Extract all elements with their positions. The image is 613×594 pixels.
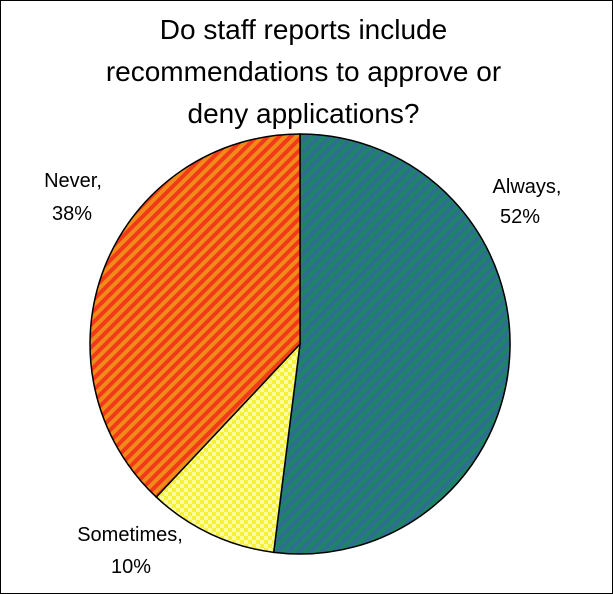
slice-label-always: Always, 52% [493,176,562,228]
slice-label-never: Never, 38% [44,170,102,225]
pie-slice-never [89,133,301,499]
chart-title-line-2: recommendations to approve or [105,56,502,87]
slice-label-sometimes-value: 10% [111,556,151,578]
chart-title: Do staff reports include recommendations… [1,9,606,135]
slice-label-always-name: Always, [493,176,562,198]
pie-slice-sometimes [155,341,302,554]
slice-label-never-name: Never, [44,170,102,192]
chart-title-line-1: Do staff reports include [159,14,448,45]
pie-slice-always [272,133,511,555]
pie-slices [89,133,511,555]
slice-label-always-value: 52% [500,206,540,228]
slice-label-sometimes: Sometimes, 10% [77,524,183,578]
chart-title-line-3: deny applications? [187,98,420,129]
slice-label-sometimes-name: Sometimes, [77,524,183,546]
slice-label-never-value: 38% [52,203,92,225]
